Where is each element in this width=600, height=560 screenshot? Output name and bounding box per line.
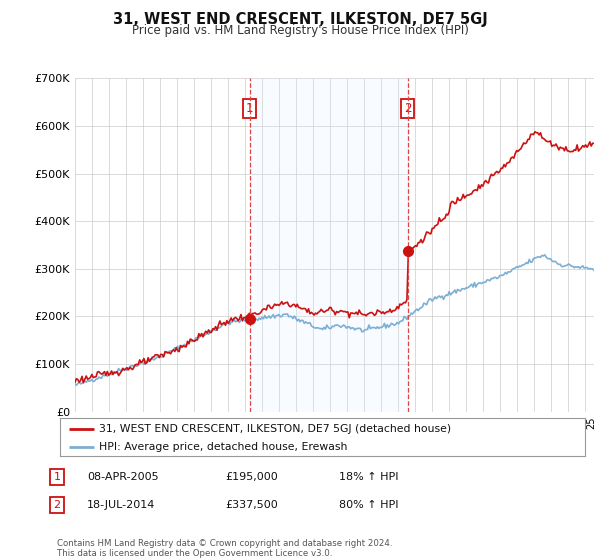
Text: 1: 1 xyxy=(246,102,254,115)
Text: 2: 2 xyxy=(404,102,411,115)
Text: 2: 2 xyxy=(53,500,61,510)
Text: 08-APR-2005: 08-APR-2005 xyxy=(87,472,158,482)
Text: 1: 1 xyxy=(53,472,61,482)
Text: Contains HM Land Registry data © Crown copyright and database right 2024.
This d: Contains HM Land Registry data © Crown c… xyxy=(57,539,392,558)
Text: 80% ↑ HPI: 80% ↑ HPI xyxy=(339,500,398,510)
Text: 31, WEST END CRESCENT, ILKESTON, DE7 5GJ (detached house): 31, WEST END CRESCENT, ILKESTON, DE7 5GJ… xyxy=(100,423,452,433)
Text: 18% ↑ HPI: 18% ↑ HPI xyxy=(339,472,398,482)
Text: £337,500: £337,500 xyxy=(225,500,278,510)
Text: £195,000: £195,000 xyxy=(225,472,278,482)
Text: HPI: Average price, detached house, Erewash: HPI: Average price, detached house, Erew… xyxy=(100,442,348,452)
Bar xyxy=(250,78,407,412)
Text: 18-JUL-2014: 18-JUL-2014 xyxy=(87,500,155,510)
Text: 31, WEST END CRESCENT, ILKESTON, DE7 5GJ: 31, WEST END CRESCENT, ILKESTON, DE7 5GJ xyxy=(113,12,487,27)
Text: Price paid vs. HM Land Registry's House Price Index (HPI): Price paid vs. HM Land Registry's House … xyxy=(131,24,469,36)
